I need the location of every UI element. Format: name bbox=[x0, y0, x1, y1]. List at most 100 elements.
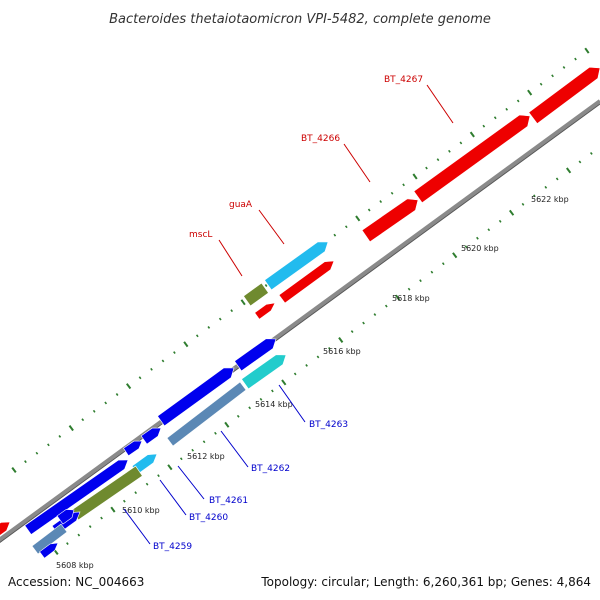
scale-tick bbox=[179, 457, 183, 461]
scale-tick bbox=[207, 326, 211, 329]
scale-tick bbox=[305, 364, 308, 367]
leader-guaa bbox=[258, 209, 285, 245]
scale-tick bbox=[539, 82, 543, 86]
scale-tick bbox=[565, 167, 572, 174]
scale-tick bbox=[407, 287, 411, 291]
scale-tick bbox=[88, 525, 92, 528]
gene-feature-g19 bbox=[56, 509, 75, 525]
scale-tick bbox=[167, 464, 173, 471]
scale-tick bbox=[452, 252, 458, 259]
scale-tick bbox=[230, 309, 234, 313]
scale-tick bbox=[516, 99, 520, 103]
scale-tick bbox=[551, 74, 554, 78]
scale-tick bbox=[384, 304, 388, 308]
scale-tick bbox=[281, 379, 287, 386]
scale-label-5618: 5618 kbp bbox=[392, 294, 430, 303]
gene-feature-g02 bbox=[413, 114, 531, 204]
leader-bt4262 bbox=[220, 430, 249, 468]
gene-feature-g16 bbox=[131, 453, 158, 475]
scale-tick bbox=[555, 177, 559, 181]
scale-tick bbox=[264, 284, 268, 287]
scale-tick bbox=[328, 347, 331, 350]
gene-feature-g15 bbox=[24, 459, 129, 535]
scale-tick bbox=[350, 330, 354, 333]
scale-tick bbox=[498, 219, 502, 223]
scale-tick bbox=[183, 341, 189, 348]
gene-feature-g10 bbox=[241, 354, 287, 390]
genome-backbone-shadow bbox=[0, 103, 600, 543]
scale-tick bbox=[367, 208, 371, 212]
scale-tick bbox=[24, 460, 27, 464]
scale-tick bbox=[584, 47, 590, 54]
leader-bt4266 bbox=[343, 143, 371, 183]
scale-tick bbox=[373, 313, 377, 316]
scale-tick bbox=[469, 131, 475, 138]
scale-tick bbox=[355, 215, 361, 222]
scale-tick bbox=[218, 317, 222, 321]
scale-tick bbox=[145, 482, 149, 486]
scale-tick bbox=[533, 194, 536, 198]
scale-tick bbox=[441, 262, 445, 266]
scale-tick bbox=[115, 393, 119, 396]
gene-feature-g01 bbox=[528, 66, 600, 125]
gene-feature-g21 bbox=[39, 542, 59, 559]
scale-tick bbox=[430, 270, 434, 274]
gene-feature-g04 bbox=[278, 260, 335, 304]
scale-tick bbox=[35, 451, 39, 455]
scale-tick bbox=[395, 294, 401, 301]
scale-tick bbox=[150, 367, 153, 371]
scale-tick bbox=[436, 158, 440, 162]
scale-tick bbox=[362, 321, 365, 325]
leader-bt4260 bbox=[159, 479, 187, 516]
scale-tick bbox=[138, 376, 142, 380]
scale-tick bbox=[202, 440, 206, 444]
scale-tick bbox=[161, 359, 165, 363]
scale-tick bbox=[134, 491, 138, 495]
accession-text: Accession: NC_004663 bbox=[8, 575, 144, 589]
scale-label-5608: 5608 kbp bbox=[56, 561, 94, 570]
scale-tick bbox=[333, 233, 337, 237]
scale-tick bbox=[191, 448, 195, 452]
leader-mscl bbox=[218, 239, 243, 277]
gene-label-mscl: mscL bbox=[189, 230, 212, 240]
scale-tick bbox=[248, 406, 252, 410]
gene-label-bt4260: BT_4260 bbox=[189, 513, 228, 523]
gene-label-bt4267: BT_4267 bbox=[384, 75, 423, 85]
gene-label-guaa: guaA bbox=[229, 200, 253, 210]
gene-feature-g11 bbox=[157, 367, 235, 427]
gene-label-bt4259: BT_4259 bbox=[153, 542, 192, 552]
gene-feature-g12 bbox=[166, 381, 247, 447]
scale-tick bbox=[448, 149, 451, 153]
scale-tick bbox=[544, 185, 548, 189]
scale-tick bbox=[236, 414, 240, 418]
scale-tick bbox=[464, 245, 468, 249]
scale-label-5610: 5610 kbp bbox=[122, 506, 160, 515]
scale-tick bbox=[419, 279, 422, 283]
scale-tick bbox=[157, 474, 160, 478]
scale-tick bbox=[92, 409, 96, 413]
scale-tick bbox=[379, 200, 383, 204]
scale-tick bbox=[214, 431, 217, 435]
scale-tick bbox=[68, 425, 74, 432]
map-title: Bacteroides thetaiotaomicron VPI-5482, c… bbox=[109, 12, 491, 27]
gene-labels: BT_4267 BT_4266 guaA mscL BT_4263 BT_426… bbox=[153, 75, 423, 552]
scale-tick bbox=[195, 334, 199, 338]
scale-tick bbox=[562, 66, 566, 69]
gene-feature-g07 bbox=[243, 282, 269, 307]
gene-features bbox=[0, 66, 600, 559]
leader-bt4263 bbox=[278, 384, 306, 423]
scale-labels: 5608 kbp 5610 kbp 5612 kbp 5614 kbp 5616… bbox=[56, 195, 569, 570]
scale-tick bbox=[122, 499, 126, 503]
scale-tick bbox=[173, 351, 176, 354]
genome-backbone bbox=[0, 99, 600, 542]
scale-tick bbox=[126, 383, 132, 390]
gene-feature-g09 bbox=[234, 338, 277, 372]
scale-tick bbox=[505, 107, 509, 111]
label-leaders bbox=[123, 84, 454, 545]
scale-tick bbox=[412, 173, 418, 180]
scale-tick bbox=[58, 435, 62, 438]
scale-tick bbox=[66, 542, 69, 545]
scale-tick bbox=[104, 401, 108, 405]
scale-tick bbox=[338, 337, 344, 343]
